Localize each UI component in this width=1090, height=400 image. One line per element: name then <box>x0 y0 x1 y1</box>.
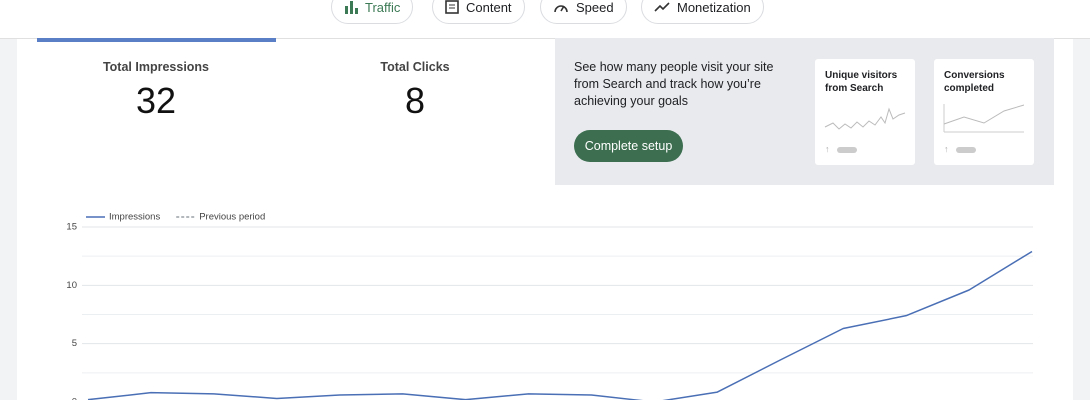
y-tick-label: 10 <box>66 280 77 291</box>
svg-text:↑: ↑ <box>944 144 949 154</box>
tab-label: Monetization <box>677 0 751 15</box>
legend-label: Previous period <box>199 212 265 223</box>
icon <box>554 5 568 13</box>
tab-bar: Traffic Content Speed Monetization <box>0 0 1090 39</box>
mini-card-title: Unique visitors from Search <box>825 70 898 94</box>
stat-label: Total Clicks <box>380 60 450 74</box>
icon <box>654 2 670 12</box>
mini-card: Conversions completed ↑ <box>934 59 1034 165</box>
svg-text:↑: ↑ <box>825 144 830 154</box>
series-line <box>87 250 1033 400</box>
mini-card-title: Conversions completed <box>944 70 1005 94</box>
tab[interactable]: Traffic <box>331 0 414 24</box>
y-tick-label: 15 <box>66 222 77 233</box>
promo-panel: See how many people visit your site from… <box>555 38 1054 185</box>
y-tick-label: 5 <box>72 338 77 349</box>
tab[interactable]: Speed <box>540 0 627 24</box>
tab-label: Content <box>466 0 512 15</box>
stat-value: 32 <box>135 80 177 121</box>
tab[interactable]: Content <box>432 0 525 24</box>
illustration: ↑ <box>824 107 906 154</box>
illustration: ↑ <box>943 104 1025 154</box>
legend-label: Impressions <box>109 212 160 223</box>
stat[interactable]: Total Impressions 32 <box>36 60 276 122</box>
chart: 0 5 10 15 Impressions Previous period <box>66 212 1033 400</box>
promo-text: See how many people visit your site from… <box>574 60 774 108</box>
tab[interactable]: Monetization <box>641 0 764 24</box>
stat-label: Total Impressions <box>102 60 210 74</box>
y-tick-label: 0 <box>72 397 77 400</box>
setup-button[interactable]: Complete setup <box>574 130 683 162</box>
stat-value: 8 <box>404 80 426 121</box>
icon <box>345 1 358 14</box>
selected-indicator <box>37 38 276 42</box>
tab-label: Speed <box>576 0 614 15</box>
mini-card: Unique visitors from Search ↑ <box>815 59 915 165</box>
stat[interactable]: Total Clicks 8 <box>295 60 535 122</box>
icon <box>445 0 459 14</box>
tab-label: Traffic <box>365 0 401 15</box>
